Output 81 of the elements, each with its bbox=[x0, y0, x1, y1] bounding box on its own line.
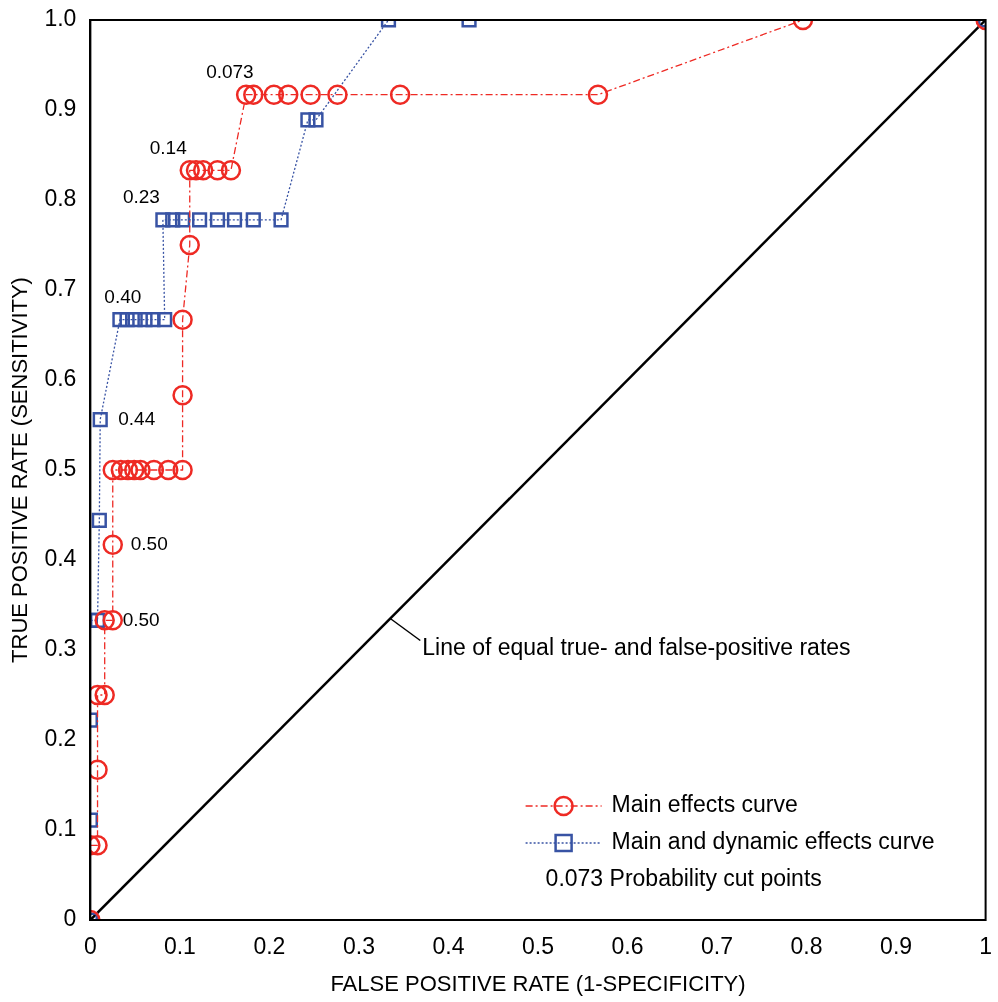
annotation: 0.50 bbox=[122, 608, 160, 630]
point bbox=[174, 212, 191, 228]
y-tick-label: 1.0 bbox=[44, 5, 77, 32]
point bbox=[155, 212, 171, 228]
annotation: Line of equal true- and false-positive rates bbox=[422, 633, 851, 660]
point bbox=[300, 112, 316, 128]
y-tick-label: 0.9 bbox=[44, 95, 77, 122]
y-axis-title: TRUE POSITIVE RATE (SENSITIVITY) bbox=[7, 277, 33, 663]
point bbox=[127, 312, 143, 328]
point bbox=[102, 459, 123, 481]
y-tick-label: 0.6 bbox=[44, 365, 77, 392]
point bbox=[273, 212, 289, 228]
point bbox=[165, 212, 181, 228]
point bbox=[192, 160, 214, 181]
annotation: 0.44 bbox=[118, 407, 156, 429]
point bbox=[235, 84, 257, 105]
annotation: 0.23 bbox=[122, 186, 160, 208]
point bbox=[389, 84, 411, 105]
x-tick-label: 0.4 bbox=[432, 933, 465, 960]
x-tick-label: 0.2 bbox=[253, 933, 286, 960]
y-tick-label: 0.8 bbox=[44, 185, 77, 212]
annotation: 0.14 bbox=[149, 136, 188, 158]
annotation: 0.50 bbox=[130, 532, 168, 554]
x-tick-label: 0.5 bbox=[522, 933, 554, 960]
point bbox=[91, 512, 107, 529]
line-series bbox=[90, 20, 986, 920]
point bbox=[245, 212, 261, 228]
annotation: 0.073 Probability cut points bbox=[545, 865, 822, 892]
point bbox=[587, 84, 609, 105]
x-tick-label: 0.9 bbox=[880, 933, 913, 960]
x-tick-label: 0.3 bbox=[342, 933, 375, 960]
y-tick-label: 0.3 bbox=[44, 635, 77, 662]
x-tick-label: 1 bbox=[979, 933, 992, 960]
point bbox=[130, 459, 151, 481]
point bbox=[137, 312, 153, 328]
point bbox=[179, 234, 200, 256]
point bbox=[172, 459, 193, 481]
legend-label: Main effects curve bbox=[611, 791, 798, 818]
x-tick-label: 0 bbox=[83, 933, 97, 960]
point bbox=[172, 385, 193, 406]
x-tick-label: 0.8 bbox=[790, 933, 823, 960]
y-tick-label: 0.7 bbox=[44, 275, 77, 302]
x-tick-label: 0.7 bbox=[701, 933, 734, 960]
point bbox=[209, 212, 226, 228]
x-axis-title: FALSE POSITIVE RATE (1-SPECIFICITY) bbox=[330, 970, 746, 996]
point bbox=[112, 312, 128, 328]
point bbox=[226, 212, 243, 228]
point bbox=[157, 312, 173, 328]
point bbox=[327, 84, 348, 105]
point bbox=[263, 84, 285, 105]
point bbox=[191, 212, 208, 228]
y-tick-label: 0.1 bbox=[44, 815, 77, 842]
x-tick-label: 0.1 bbox=[163, 933, 196, 960]
y-tick-label: 0.5 bbox=[44, 455, 77, 482]
annotation: 0.40 bbox=[104, 285, 142, 307]
point bbox=[243, 84, 264, 105]
point bbox=[172, 309, 193, 330]
point bbox=[94, 610, 115, 631]
point bbox=[94, 684, 115, 706]
point bbox=[92, 411, 108, 428]
point bbox=[277, 84, 299, 105]
legend-label: Main and dynamic effects curve bbox=[611, 828, 935, 855]
point bbox=[207, 160, 228, 181]
point bbox=[308, 112, 324, 128]
y-tick-label: 0.4 bbox=[44, 545, 77, 572]
point bbox=[145, 312, 161, 328]
point bbox=[185, 160, 207, 181]
point bbox=[300, 84, 321, 105]
point bbox=[158, 459, 179, 481]
point bbox=[117, 459, 139, 481]
point bbox=[102, 534, 123, 555]
point bbox=[143, 459, 165, 481]
y-tick-label: 0.2 bbox=[44, 725, 77, 752]
y-tick-label: 0 bbox=[63, 905, 77, 932]
point bbox=[102, 610, 123, 631]
x-tick-label: 0.6 bbox=[611, 933, 644, 960]
point bbox=[123, 459, 145, 481]
annotation: 0.073 bbox=[206, 60, 254, 82]
point bbox=[110, 459, 132, 481]
point bbox=[179, 160, 200, 181]
point bbox=[220, 160, 242, 181]
